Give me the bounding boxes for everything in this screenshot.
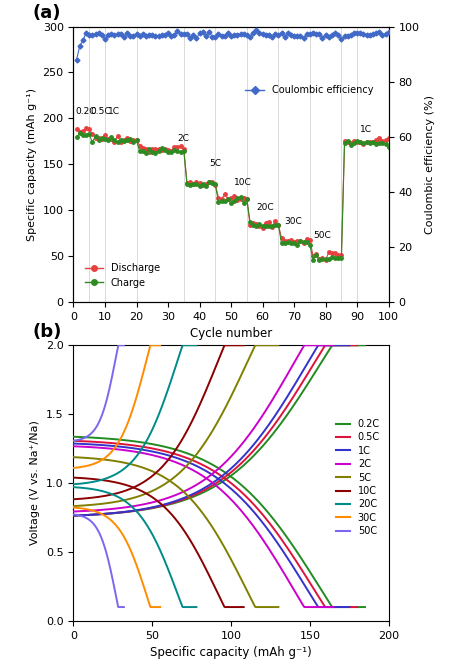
Y-axis label: Coulombic efficiency (%): Coulombic efficiency (%)	[425, 95, 435, 234]
X-axis label: Specific capacity (mAh g⁻¹): Specific capacity (mAh g⁻¹)	[150, 646, 312, 659]
Legend: Coulombic efficiency: Coulombic efficiency	[241, 81, 377, 99]
X-axis label: Cycle number: Cycle number	[190, 327, 272, 341]
Legend: Discharge, Charge: Discharge, Charge	[82, 259, 164, 291]
Text: 50C: 50C	[313, 231, 331, 240]
Y-axis label: Voltage (V vs. Na⁺/Na): Voltage (V vs. Na⁺/Na)	[30, 420, 40, 546]
Text: 1C: 1C	[360, 125, 372, 134]
Text: 0.2C: 0.2C	[75, 107, 96, 116]
Text: 30C: 30C	[285, 217, 302, 226]
Text: (a): (a)	[33, 4, 61, 23]
Text: 20C: 20C	[256, 203, 274, 212]
Text: 1C: 1C	[108, 107, 120, 116]
Text: 0.5C: 0.5C	[91, 107, 111, 116]
Text: 5C: 5C	[209, 159, 221, 168]
Text: 10C: 10C	[234, 177, 252, 187]
Y-axis label: Specific capacity (mAh g⁻¹): Specific capacity (mAh g⁻¹)	[27, 88, 37, 241]
Text: 2C: 2C	[177, 134, 190, 143]
Legend: 0.2C, 0.5C, 1C, 2C, 5C, 10C, 20C, 30C, 50C: 0.2C, 0.5C, 1C, 2C, 5C, 10C, 20C, 30C, 5…	[333, 415, 384, 540]
Text: (b): (b)	[33, 323, 62, 341]
